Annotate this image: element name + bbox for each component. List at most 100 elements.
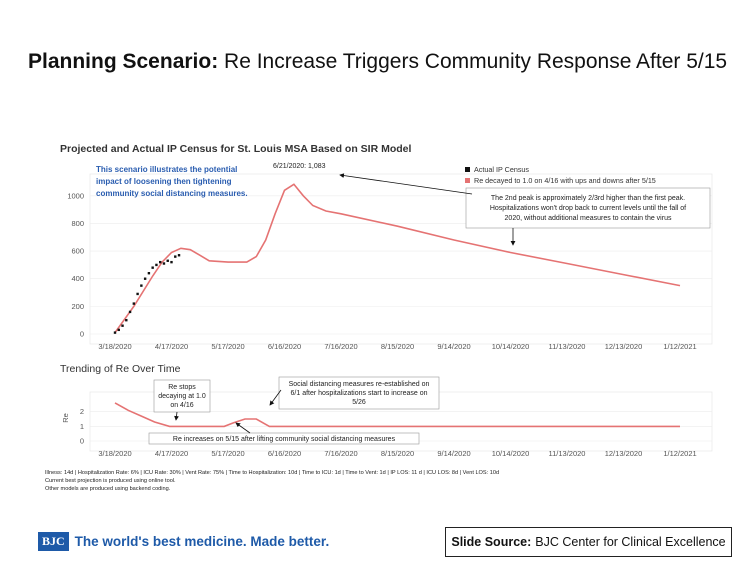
actual-census-point xyxy=(151,266,154,269)
peak-label: 6/21/2020: 1,083 xyxy=(273,163,326,170)
scenario-note-line-2: impact of loosening then tightening xyxy=(96,177,232,186)
stop-decay-line-1: Re stops xyxy=(168,384,196,391)
actual-census-point xyxy=(155,263,158,267)
actual-census-point xyxy=(143,277,147,280)
census-projection-line xyxy=(114,183,681,334)
actual-census-point xyxy=(174,255,177,258)
bot-y-tick-label: 0 xyxy=(80,437,84,446)
top-x-tick-label: 3/18/2020 xyxy=(98,342,131,351)
legend-label-projection: Re decayed to 1.0 on 4/16 with ups and d… xyxy=(474,176,656,185)
actual-census-point xyxy=(177,254,181,257)
top-x-tick-label: 8/15/2020 xyxy=(381,342,414,351)
bot-x-tick-label: 9/14/2020 xyxy=(437,449,470,458)
top-y-tick-label: 400 xyxy=(71,274,84,283)
top-x-tick-label: 6/16/2020 xyxy=(268,342,301,351)
bot-x-tick-label: 3/18/2020 xyxy=(98,449,131,458)
top-x-tick-label: 10/14/2020 xyxy=(492,342,530,351)
reestablish-line-2: 6/1 after hospitalizations start to incr… xyxy=(291,390,428,397)
scenario-note-line-3: community social distancing measures. xyxy=(96,189,248,198)
increase-note: Re increases on 5/15 after lifting commu… xyxy=(173,436,396,443)
slide-title-rest: Re Increase Triggers Community Response … xyxy=(218,50,728,73)
top-y-tick-label: 0 xyxy=(80,330,84,339)
top-x-tick-label: 12/13/2020 xyxy=(605,342,643,351)
actual-census-point xyxy=(117,328,120,332)
bot-x-tick-label: 8/15/2020 xyxy=(381,449,414,458)
top-x-tick-label: 11/13/2020 xyxy=(549,342,586,351)
re-x-ticks: 3/18/2020 4/17/2020 5/17/2020 6/16/2020 7/16… xyxy=(98,449,696,458)
re-line xyxy=(114,402,680,428)
actual-census-point xyxy=(125,318,128,322)
top-frame xyxy=(89,173,713,345)
reestablish-box xyxy=(278,376,440,410)
peak-note-line-3: 2020, without additional measures to con… xyxy=(505,215,672,222)
actual-census-point xyxy=(136,292,139,296)
bjc-logo: BJC The world's best medicine. Made bett… xyxy=(38,532,329,551)
bot-x-tick-label: 12/13/2020 xyxy=(605,449,643,458)
legend-swatch-actual xyxy=(465,167,470,172)
slide-source-label: Slide Source: xyxy=(451,535,532,549)
top-x-tick-label: 5/17/2020 xyxy=(211,342,244,351)
peak-note-line-2: Hospitalizations won't drop back to curr… xyxy=(490,205,686,212)
scenario-note-line-1: This scenario illustrates the potential xyxy=(96,165,237,174)
top-y-tick-label: 800 xyxy=(71,219,84,228)
bot-x-tick-label: 5/17/2020 xyxy=(211,449,244,458)
actual-census-point xyxy=(132,302,136,305)
peak-note-box xyxy=(465,187,711,229)
re-y-axis-label: Re xyxy=(61,413,70,423)
stop-decay-box xyxy=(153,379,211,413)
slide-title-bold: Planning Scenario: xyxy=(28,50,219,73)
increase-arrow xyxy=(235,422,251,434)
bot-x-tick-label: 7/16/2020 xyxy=(324,449,357,458)
legend-label-actual: Actual IP Census xyxy=(474,165,529,174)
census-y-ticks: 0 200 400 600 800 1000 xyxy=(67,191,84,338)
top-x-tick-label: 9/14/2020 xyxy=(437,342,470,351)
actual-census-point xyxy=(166,259,169,262)
bjc-logo-mark: BJC xyxy=(38,532,69,551)
census-x-ticks: 3/18/2020 4/17/2020 5/17/2020 6/16/2020 7/16… xyxy=(98,342,696,351)
census-chart-title: Projected and Actual IP Census for St. L… xyxy=(60,143,411,155)
stop-decay-arrow xyxy=(174,411,179,421)
actual-census-point xyxy=(147,272,151,275)
census-legend: Actual IP Census Re decayed to 1.0 on 4/… xyxy=(465,165,656,185)
bot-y-tick-label: 1 xyxy=(80,422,84,431)
bot-x-tick-label: 4/17/2020 xyxy=(155,449,188,458)
footnote-parameters: Illness: 14d | Hospitalization Rate: 6% … xyxy=(45,470,500,476)
bot-y-tick-label: 2 xyxy=(80,407,84,416)
bot-x-tick-label: 10/14/2020 xyxy=(492,449,530,458)
slide-title: Planning Scenario: Re Increase Triggers … xyxy=(28,50,727,74)
actual-census-point xyxy=(140,284,143,287)
actual-census-point xyxy=(128,310,132,314)
top-x-tick-label: 1/12/2021 xyxy=(663,342,696,351)
actual-census-point xyxy=(121,324,124,327)
top-x-tick-label: 4/17/2020 xyxy=(155,342,188,351)
actual-census-point xyxy=(159,260,162,264)
actual-census-point xyxy=(113,331,117,334)
peak-note-line-1: The 2nd peak is approximately 2/3rd high… xyxy=(491,195,685,202)
bot-x-tick-label: 11/13/2020 xyxy=(549,449,586,458)
top-x-tick-label: 7/16/2020 xyxy=(324,342,357,351)
census-actual-points xyxy=(113,254,181,334)
actual-census-point xyxy=(162,262,166,265)
bot-x-tick-label: 1/12/2021 xyxy=(663,449,696,458)
stop-decay-line-2: decaying at 1.0 xyxy=(158,393,206,400)
legend-swatch-projection xyxy=(465,178,470,183)
top-y-tick-label: 1000 xyxy=(67,191,84,200)
top-y-tick-label: 200 xyxy=(71,302,84,311)
footnote-current: Current best projection is produced usin… xyxy=(45,478,176,484)
bjc-tagline: The world's best medicine. Made better. xyxy=(74,534,330,549)
reestablish-arrow xyxy=(269,389,282,406)
footnote-other: Other models are produced using backend … xyxy=(45,486,171,492)
increase-note-box xyxy=(148,432,420,445)
peak-arrow xyxy=(339,173,473,195)
slide-source-value: BJC Center for Clinical Excellence xyxy=(535,535,726,549)
slide-source-box: Slide Source: BJC Center for Clinical Ex… xyxy=(445,527,732,557)
reestablish-line-1: Social distancing measures re-establishe… xyxy=(289,381,430,388)
bot-x-tick-label: 6/16/2020 xyxy=(268,449,301,458)
census-grid xyxy=(89,173,713,345)
actual-census-point xyxy=(170,260,173,264)
re-y-ticks: 0 1 2 xyxy=(80,407,84,445)
reestablish-line-3: 5/26 xyxy=(352,399,366,406)
top-y-tick-label: 600 xyxy=(71,247,84,256)
re-chart-title: Trending of Re Over Time xyxy=(60,363,181,375)
